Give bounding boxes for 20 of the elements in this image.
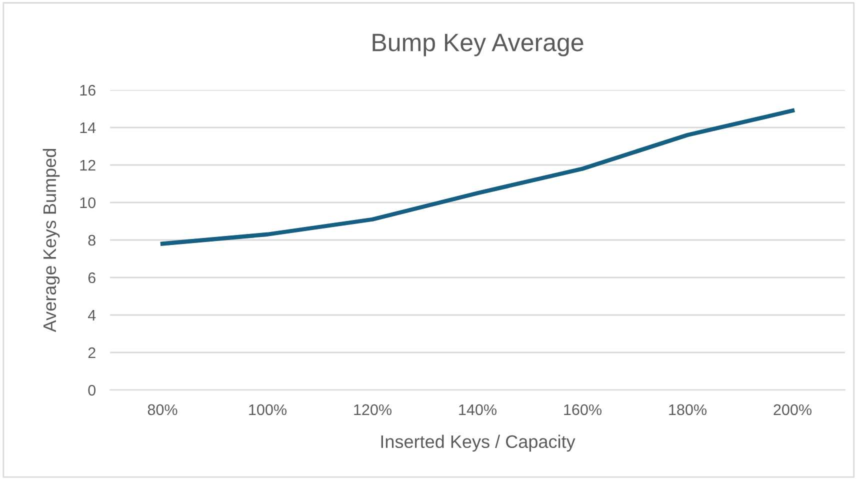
x-tick-label: 120% — [354, 404, 392, 416]
x-tick-label: 100% — [249, 404, 286, 416]
x-tick-label: 140% — [459, 404, 496, 416]
y-tick-label: 2 — [88, 347, 96, 358]
y-tick-label: 6 — [88, 272, 96, 284]
x-tick-label: 200% — [774, 404, 812, 416]
y-tick-label: 12 — [80, 160, 96, 171]
y-tick-label: 8 — [88, 234, 96, 246]
x-tick-label: 80% — [148, 404, 178, 416]
y-tick-label: 4 — [88, 310, 96, 321]
chart-title: Bump Key Average — [372, 34, 584, 56]
y-axis-title: Average Keys Bumped — [42, 148, 60, 332]
line-series — [160, 108, 795, 246]
y-tick-label: 0 — [88, 384, 96, 396]
y-tick-label: 10 — [80, 197, 96, 208]
x-tick-label: 160% — [564, 404, 602, 416]
y-tick-label: 14 — [80, 122, 96, 134]
x-tick-label: 180% — [669, 404, 706, 416]
x-axis-title: Inserted Keys / Capacity — [381, 434, 576, 452]
y-tick-label: 16 — [80, 84, 96, 96]
